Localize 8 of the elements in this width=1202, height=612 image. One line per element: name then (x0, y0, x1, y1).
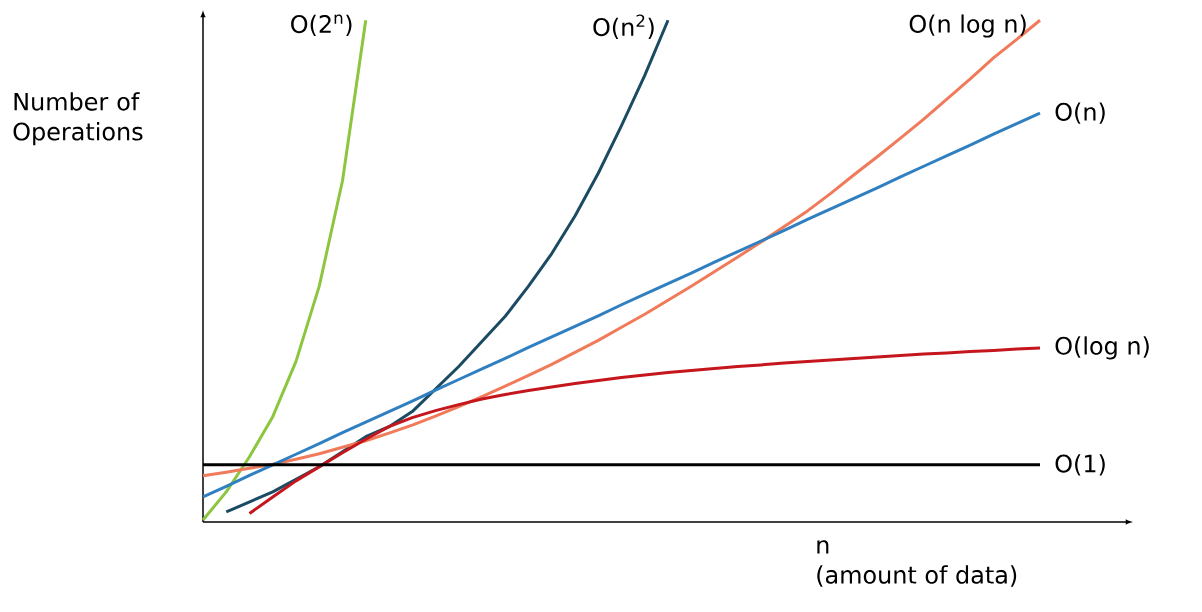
series-label: O(2$^{n}$) (291, 14, 352, 36)
series-label: O(log n) (1055, 336, 1149, 360)
y-axis-title: Number of Operations (13, 92, 143, 146)
series-label: O(n$^{2}$) (593, 14, 654, 40)
series-label: O(1) (1055, 454, 1105, 476)
series-label: O(n) (1055, 102, 1105, 124)
x-axis-title: n (amount of data) (817, 540, 1017, 587)
series-label: O(n log n) (909, 14, 1026, 38)
